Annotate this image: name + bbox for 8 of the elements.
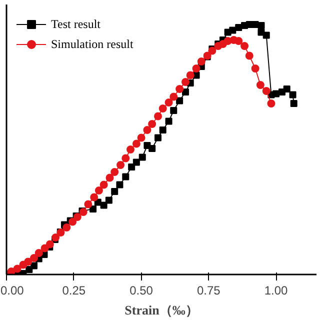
legend-label: Simulation result — [51, 36, 134, 52]
legend-label: Test result — [51, 16, 100, 32]
x-tick-label: 1.00 — [264, 284, 288, 298]
x-tick-label: 0.00 — [0, 284, 24, 298]
x-tick-label: 0.25 — [62, 284, 86, 298]
x-tick-label: 0.50 — [130, 284, 154, 298]
x-axis-title: Strain（‰） — [124, 302, 198, 318]
x-tick-label: 0.75 — [196, 284, 221, 298]
